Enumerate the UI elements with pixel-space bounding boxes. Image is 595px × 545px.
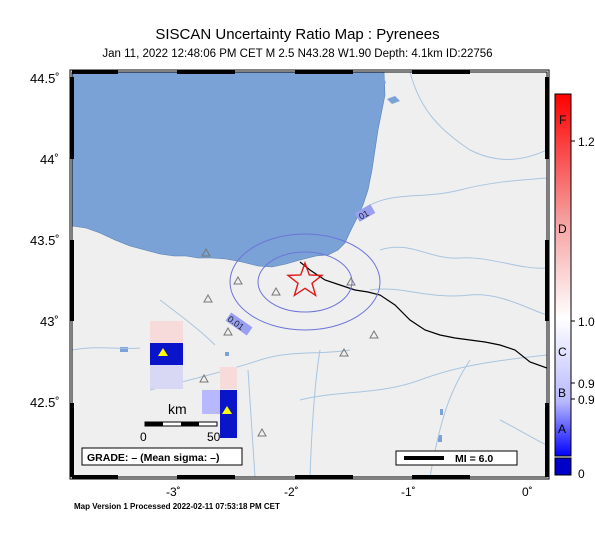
- lon-label-0: 0˚: [522, 485, 533, 499]
- grade-label-B: B: [558, 386, 566, 400]
- grade-box: [81, 447, 243, 466]
- colorbar-value-1.2: 1.2: [578, 135, 595, 149]
- grade-label-A: A: [558, 422, 566, 436]
- colorbar-value-0.9a: 0.9: [578, 377, 595, 391]
- map-title: SISCAN Uncertainty Ratio Map : Pyrenees: [155, 26, 440, 43]
- scale-tick-50: 50: [207, 430, 221, 444]
- reservoir: [440, 409, 443, 415]
- lat-label-43: 43˚: [40, 314, 59, 329]
- scale-tick-0: 0: [140, 430, 147, 444]
- station-marker-yellow: [158, 348, 168, 356]
- station-marker-yellow: [222, 406, 232, 414]
- lon-label-minus1: -1˚: [401, 485, 416, 499]
- colorbar-value-0.9b: 0.9: [578, 393, 595, 407]
- lon-label-minus2: -2˚: [284, 485, 299, 499]
- epicenter-star: [286, 260, 324, 298]
- colorbar-value-1.0: 1.0: [578, 315, 595, 329]
- grade-label-F: F: [559, 113, 566, 127]
- grade-label-C: C: [558, 345, 567, 359]
- island: [387, 96, 400, 104]
- grade-label-D: D: [558, 222, 567, 236]
- mi-box: [395, 450, 518, 466]
- lat-label-44: 44˚: [40, 152, 59, 167]
- national-border: [299, 261, 547, 369]
- scale-bar: [144, 421, 218, 427]
- contour-label-box: [354, 204, 376, 222]
- reservoir: [225, 352, 229, 356]
- reservoir: [438, 435, 442, 442]
- lon-label-minus3: -3˚: [166, 485, 181, 499]
- colorbar-value-0: 0: [578, 467, 585, 481]
- map-area: 01 0.01: [72, 72, 547, 477]
- map-footer: Map Version 1 Processed 2022-02-11 07:53…: [74, 502, 280, 511]
- map-frame: [69, 69, 550, 480]
- contour-label-box: [225, 312, 253, 336]
- mi-bar: [404, 456, 444, 460]
- rivers: [72, 72, 547, 477]
- lat-label-44.5: 44.5˚: [30, 71, 60, 86]
- colorbar-base-swatch: [554, 457, 572, 476]
- island: [381, 78, 386, 85]
- reservoir: [120, 347, 128, 352]
- colorbar: F D C B A 1.2 1.0 0.9 0.9 0: [554, 93, 595, 481]
- grade-text: GRADE: – (Mean sigma: –): [87, 452, 219, 464]
- contours: [229, 233, 381, 331]
- mi-text: MI = 6.0: [455, 453, 493, 465]
- lat-label-43.5: 43.5˚: [30, 233, 60, 248]
- lat-label-42.5: 42.5˚: [30, 395, 60, 410]
- contour-label-outer: 01: [357, 208, 371, 222]
- station-triangles: [199, 247, 379, 437]
- scale-unit: km: [168, 401, 187, 417]
- map-subtitle: Jan 11, 2022 12:48:06 PM CET M 2.5 N43.2…: [102, 48, 493, 60]
- sea-area: [72, 72, 386, 268]
